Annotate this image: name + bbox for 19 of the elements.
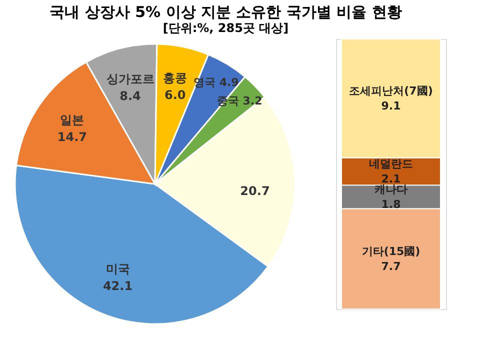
slice-label: 싱가포르 — [106, 72, 154, 86]
data-label: 9.1 — [381, 99, 401, 112]
series-label: 네덜란드 — [369, 157, 413, 170]
data-label: 1.8 — [381, 198, 401, 211]
data-label: 7.7 — [381, 260, 401, 273]
data-label: 6.0 — [164, 88, 186, 102]
series-label: 캐나다 — [374, 182, 408, 196]
chart-title: 국내 상장사 5% 이상 지분 소유한 국가별 비율 현황 — [50, 3, 402, 21]
slice-label: 미국 — [106, 262, 130, 276]
data-label: 42.1 — [102, 278, 133, 293]
data-label: 2.1 — [381, 172, 401, 186]
data-label: 20.7 — [240, 184, 270, 198]
chart-subtitle: [단위:%, 285곳 대상] — [162, 21, 289, 35]
series-label: 기타(15國) — [362, 244, 420, 258]
data-label: 8.4 — [120, 89, 141, 104]
slice-label: 일본 — [60, 112, 84, 127]
data-label: 14.7 — [57, 130, 88, 144]
series-label: 조세피난처(7國) — [349, 84, 433, 98]
slice-label: 홍콩 — [163, 71, 188, 86]
